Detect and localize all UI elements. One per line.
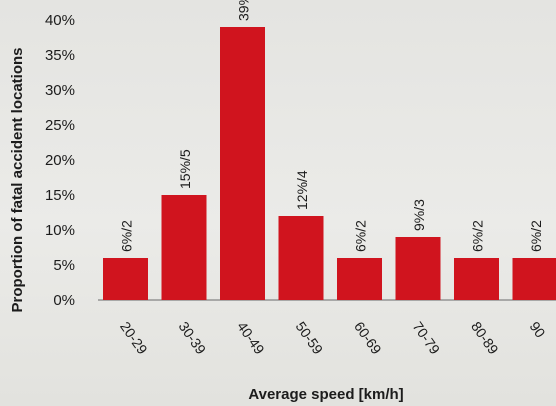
- y-axis-ticks: 0% 5% 10% 15% 20% 25% 30% 35% 40%: [45, 12, 75, 309]
- x-tick-label: 20-29: [117, 319, 151, 358]
- bar: [278, 216, 324, 300]
- bar: [103, 258, 148, 300]
- data-label: 12%/4: [294, 170, 310, 210]
- x-tick-label: 30-39: [176, 319, 210, 358]
- data-label: 6%/2: [528, 220, 544, 252]
- x-axis-title: Average speed [km/h]: [248, 386, 403, 403]
- data-label: 39%/13: [236, 0, 252, 21]
- x-tick-label: 40-49: [234, 319, 268, 358]
- y-tick-label: 20%: [45, 152, 75, 169]
- y-tick-label: 5%: [53, 257, 75, 274]
- x-tick-label: 50-59: [293, 319, 327, 358]
- x-tick-label: 80-89: [468, 319, 502, 358]
- data-label: 9%/3: [411, 199, 427, 231]
- bar: [337, 258, 382, 300]
- bar: [512, 258, 556, 300]
- y-tick-label: 25%: [45, 117, 75, 134]
- bar: [395, 237, 441, 300]
- bar: [220, 27, 265, 300]
- x-tick-label: 70-79: [410, 319, 444, 358]
- x-axis-ticks: 20-29 30-39 40-49 50-59 60-69 70-79 80-89 90: [117, 319, 549, 358]
- bar: [454, 258, 499, 300]
- bars: [103, 27, 556, 300]
- bar: [161, 195, 207, 300]
- y-tick-label: 40%: [45, 12, 75, 29]
- y-axis-title: Proportion of fatal accident locations: [9, 47, 26, 312]
- data-label: 6%/2: [119, 220, 135, 252]
- x-tick-label: 60-69: [351, 319, 385, 358]
- y-tick-label: 30%: [45, 82, 75, 99]
- y-tick-label: 0%: [53, 292, 75, 309]
- data-label: 6%/2: [470, 220, 486, 252]
- data-label: 6%/2: [353, 220, 369, 252]
- data-label: 15%/5: [177, 149, 193, 189]
- x-tick-label: 90: [527, 319, 549, 341]
- y-tick-label: 10%: [45, 222, 75, 239]
- y-tick-label: 35%: [45, 47, 75, 64]
- y-tick-label: 15%: [45, 187, 75, 204]
- data-labels: 6%/2 15%/5 39%/13 12%/4 6%/2 9%/3 6%/2 6%/2: [119, 0, 545, 252]
